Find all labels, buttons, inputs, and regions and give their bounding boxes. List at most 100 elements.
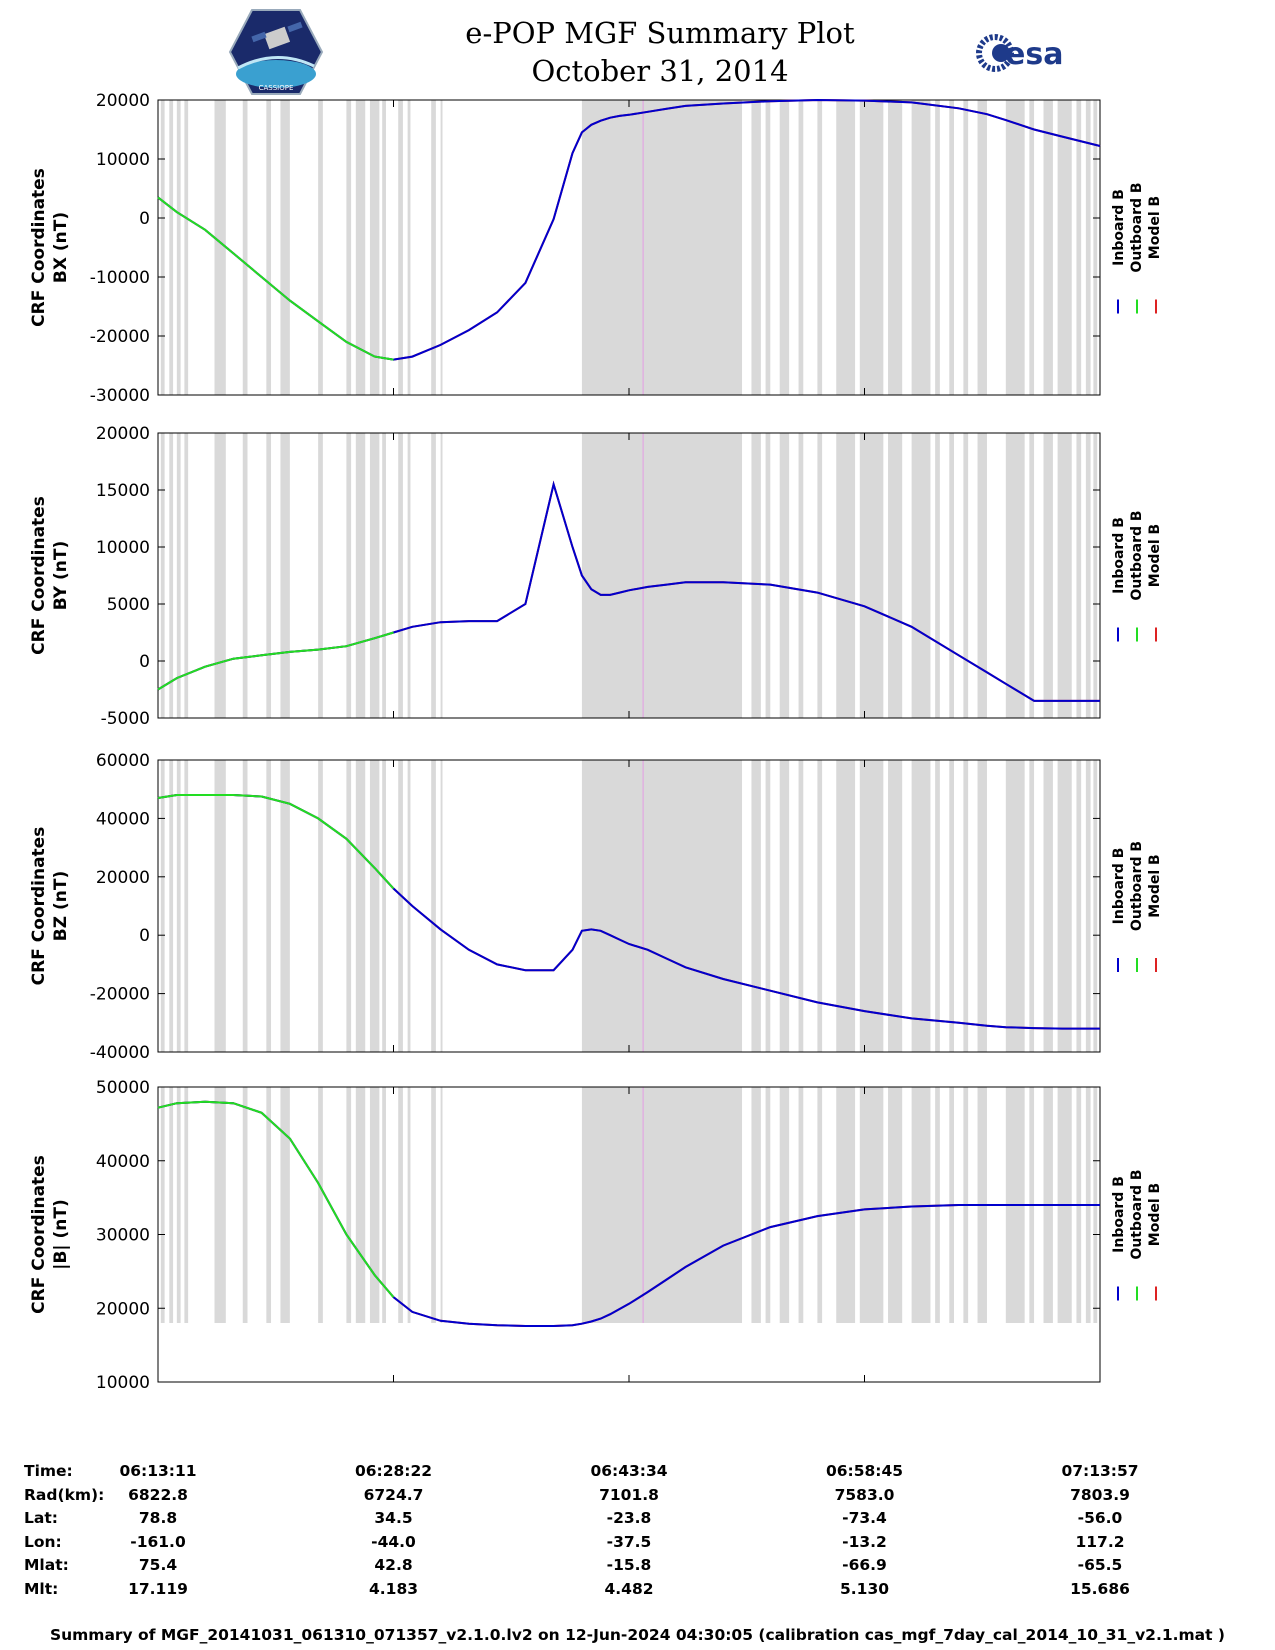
ephem-value: 6822.8 [128,1485,188,1504]
gap-bar-2-4 [214,760,226,1052]
chart-title: e-POP MGF Summary Plot [465,16,855,50]
ytick-label-1-0: 20000 [96,424,150,444]
gap-bar-0-21 [798,100,804,395]
gap-bar-0-32 [1029,100,1035,395]
ephem-value: 06:28:22 [354,1462,433,1480]
ytick-label-2-3: 0 [139,926,150,946]
gap-bar-0-14 [407,100,411,395]
gap-bar-0-22 [817,100,823,395]
gap-bar-1-17 [581,433,743,718]
gap-bar-3-2 [176,1087,181,1323]
gap-bar-2-14 [407,760,411,1052]
gap-bar-1-11 [369,433,380,718]
gap-bar-2-15 [431,760,436,1052]
ephem-value: -37.5 [606,1532,652,1551]
gap-bar-2-30 [977,760,987,1052]
gap-bar-0-9 [346,100,352,395]
gap-bar-0-12 [382,100,386,395]
gap-bar-0-27 [935,100,940,395]
gap-bar-1-27 [935,433,940,718]
ephem-value: -56.0 [1077,1509,1123,1527]
gap-bar-0-15 [431,100,436,395]
ytick-label-1-5: -5000 [101,709,150,729]
gap-bar-3-3 [184,1087,189,1323]
gap-bar-0-36 [1085,100,1091,395]
legend-label-0-2: Model B [1147,196,1163,259]
gap-bar-3-1 [169,1087,174,1323]
ytick-label-0-3: -10000 [90,268,150,288]
legend-label-1-2: Model B [1147,524,1163,587]
gap-bar-0-33 [1043,100,1053,395]
gap-bar-2-3 [184,760,189,1052]
gap-bar-0-35 [1076,100,1082,395]
title-block: e-POP MGF Summary Plot October 31, 2014 [340,14,980,90]
gap-bar-2-1 [169,760,174,1052]
gap-bar-1-3 [184,433,189,718]
gap-bar-2-9 [346,760,352,1052]
legend-label-3-0: Inboard B [1111,1176,1127,1253]
ephem-value: -65.5 [1077,1556,1123,1574]
gap-bar-0-37 [1093,100,1098,395]
gap-bar-1-9 [346,433,352,718]
esa-logo: esa [976,34,1063,72]
gap-bar-1-6 [266,433,272,718]
gap-bar-2-32 [1029,760,1035,1052]
gap-bar-3-19 [765,1087,771,1323]
legend-label-0-1: Outboard B [1129,182,1145,272]
gap-bar-3-11 [369,1087,380,1323]
gap-bar-1-35 [1076,433,1082,718]
legend-label-1-0: Inboard B [1111,517,1127,594]
gap-bar-1-1 [169,433,174,718]
ephem-value: 7803.9 [1070,1485,1130,1504]
ephem-value: 4.183 [368,1579,419,1598]
ephem-value: 5.130 [839,1579,890,1598]
ytick-label-2-0: 60000 [96,751,150,771]
gap-bar-3-20 [779,1087,790,1323]
gap-bar-2-8 [318,760,323,1052]
gap-bar-2-20 [779,760,790,1052]
ephem-value: 15.686 [1070,1579,1130,1598]
gap-bar-2-33 [1043,760,1053,1052]
outboard-line-0 [157,196,394,361]
ephem-value: -23.8 [606,1509,652,1527]
gap-bar-1-28 [949,433,954,718]
gap-bar-2-31 [1005,760,1025,1052]
gap-bar-0-20 [779,100,790,395]
ephem-value: 78.8 [138,1509,178,1527]
ytick-label-3-2: 30000 [96,1226,150,1246]
gap-bar-2-7 [280,760,290,1052]
gap-bar-0-16 [440,100,443,395]
gap-bar-0-19 [765,100,771,395]
gap-bar-0-30 [977,100,987,395]
ephem-value: -44.0 [371,1532,416,1551]
gap-bar-2-17 [581,760,743,1052]
gap-bar-2-25 [888,760,903,1052]
gap-bar-3-10 [355,1087,366,1323]
ephem-value: 06:13:11 [119,1462,197,1480]
gap-bar-2-21 [798,760,804,1052]
gap-bar-1-36 [1085,433,1091,718]
svg-text:esa: esa [1005,37,1063,72]
gap-bar-2-12 [382,760,386,1052]
gap-bar-3-21 [798,1087,804,1323]
gap-bar-0-1 [169,100,174,395]
ytick-label-1-3: 5000 [107,595,150,615]
gap-bar-2-19 [765,760,771,1052]
ylabel-0: CRF Coordinates BX (nT) [29,168,71,327]
gap-bar-1-10 [355,433,366,718]
ytick-label-0-5: -30000 [90,386,150,406]
gap-bar-1-21 [798,433,804,718]
gap-bar-0-2 [176,100,181,395]
ephem-label: Mlt: [24,1579,59,1598]
gap-bar-1-8 [318,433,323,718]
gap-bar-0-25 [888,100,903,395]
plots-area: 20000 10000 0 -10000 -20000 -30000 CRF Coordin… [29,91,1163,1393]
gap-bar-1-25 [888,433,903,718]
ephemeris-table: Time: Rad(km): Lat: Lon: Mlat: Mlt: 06:13:11 68… [0,1462,1275,1632]
gap-bar-1-14 [407,433,411,718]
gap-bar-3-6 [266,1087,272,1323]
gap-bar-2-34 [1057,760,1072,1052]
gap-bar-1-19 [765,433,771,718]
gap-bar-0-5 [242,100,248,395]
gap-bar-1-32 [1029,433,1035,718]
